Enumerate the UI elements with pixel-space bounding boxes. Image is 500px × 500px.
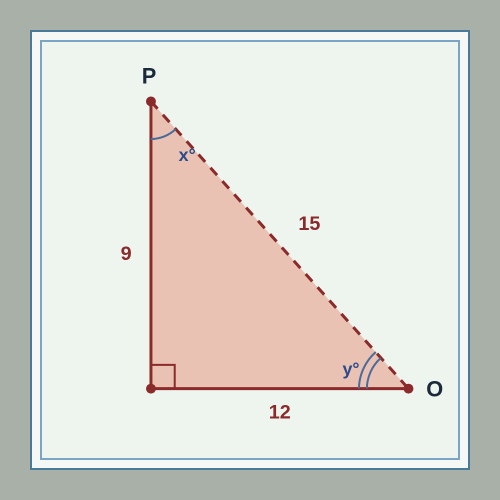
vertex-o-label: O bbox=[426, 377, 443, 402]
vertex-o-dot bbox=[404, 384, 414, 394]
vertex-p-dot bbox=[146, 96, 156, 106]
diagram-inner-frame: P O 9 12 15 x° y° bbox=[40, 40, 460, 460]
vertex-p-label: P bbox=[142, 64, 157, 89]
side-po-label: 15 bbox=[298, 213, 320, 235]
angle-y-label: y° bbox=[343, 359, 360, 379]
triangle-svg: P O 9 12 15 x° y° bbox=[42, 42, 458, 458]
side-pr-label: 9 bbox=[121, 243, 132, 265]
diagram-outer-frame: P O 9 12 15 x° y° bbox=[30, 30, 470, 470]
angle-x-label: x° bbox=[179, 145, 196, 165]
vertex-r-dot bbox=[146, 384, 156, 394]
side-ro-label: 12 bbox=[269, 401, 291, 423]
